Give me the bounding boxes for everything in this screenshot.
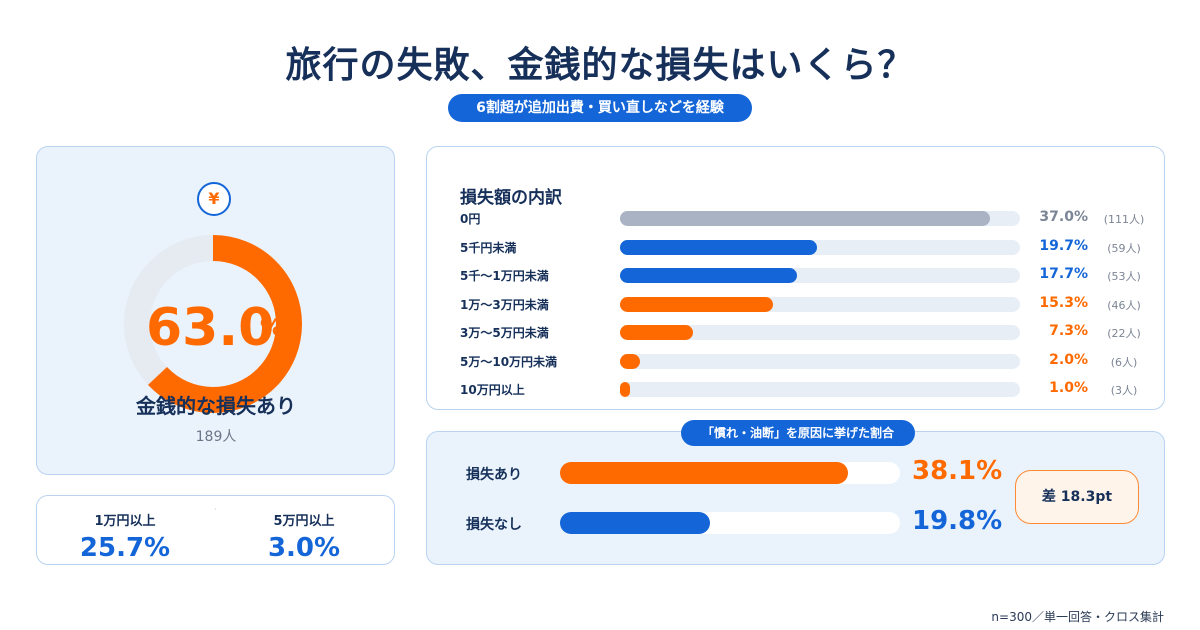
comparison-bar xyxy=(560,512,710,534)
breakdown-value-label: 37.0% xyxy=(1039,209,1088,225)
breakdown-bar xyxy=(620,325,693,340)
breakdown-row-label: 10万円以上 xyxy=(460,383,525,397)
breakdown-value-label: 15.3% xyxy=(1039,294,1088,311)
breakdown-row-label: 5千〜1万円未満 xyxy=(460,269,549,283)
breakdown-row-label: 3万〜5万円未満 xyxy=(460,326,549,340)
breakdown-bar-track xyxy=(620,325,1020,340)
breakdown-value-label: 17.7% xyxy=(1039,266,1088,282)
breakdown-bar xyxy=(620,296,773,312)
yen-icon: ¥ xyxy=(197,182,231,216)
breakdown-bar-track xyxy=(620,382,1020,397)
comparison-row-label: 損失なし xyxy=(466,517,522,533)
breakdown-value-label: 7.3% xyxy=(1049,323,1088,339)
stat-label: 1万円以上 xyxy=(94,514,156,529)
subtitle-badge: 6割超が追加出費・買い直しなどを経験 xyxy=(448,94,752,122)
comparison-bar xyxy=(560,462,848,484)
loss-percent-value: 63.0 xyxy=(146,298,275,358)
stat-label: 5万円以上 xyxy=(273,514,335,529)
comparison-row-label: 損失あり xyxy=(466,467,522,483)
breakdown-value-label: 2.0% xyxy=(1049,351,1088,368)
difference-badge: 差 18.3pt xyxy=(1015,470,1139,524)
comparison-title-badge: 「慣れ・油断」を原因に挙げた割合 xyxy=(681,420,915,446)
footnote: n=300／単一回答・クロス集計 xyxy=(991,610,1164,624)
comparison-value-label: 19.8% xyxy=(912,506,1003,536)
loss-label: 金銭的な損失あり xyxy=(136,394,296,418)
breakdown-bar xyxy=(620,268,797,283)
breakdown-count-label: (46人) xyxy=(1107,298,1141,312)
breakdown-count-label: (6人) xyxy=(1110,355,1138,369)
stat-value: 3.0% xyxy=(267,533,341,563)
threshold-stats-card xyxy=(36,495,395,565)
loss-donut-chart xyxy=(124,235,302,413)
comparison-value-label: 38.1% xyxy=(912,456,1003,486)
page-title: 旅行の失敗、金銭的な損失はいくら？ xyxy=(285,45,915,86)
breakdown-count-label: (22人) xyxy=(1107,327,1141,340)
breakdown-count-label: (59人) xyxy=(1107,241,1141,255)
breakdown-bar xyxy=(620,382,630,397)
breakdown-bar xyxy=(620,353,640,369)
stat-over-10k: 1万円以上 25.7% xyxy=(50,510,200,563)
breakdown-value-label: 1.0% xyxy=(1049,380,1088,396)
breakdown-row-label: 5万〜10万円未満 xyxy=(460,354,558,369)
breakdown-count-label: (3人) xyxy=(1110,384,1138,397)
breakdown-bar xyxy=(620,239,817,255)
breakdown-title: 損失額の内訳 xyxy=(460,188,562,208)
breakdown-bar-track xyxy=(620,353,1020,369)
loss-count: 189人 xyxy=(195,429,237,445)
stat-over-50k: 5万円以上 3.0% xyxy=(229,510,379,563)
breakdown-value-label: 19.7% xyxy=(1039,237,1088,254)
breakdown-row-label: 0円 xyxy=(460,212,481,226)
breakdown-row-label: 5千円未満 xyxy=(460,240,517,255)
breakdown-count-label: (111人) xyxy=(1103,213,1145,226)
donut-arc-loss xyxy=(124,235,302,413)
stat-value: 25.7% xyxy=(79,533,171,563)
stats-divider xyxy=(215,508,216,510)
loss-percent-unit: % xyxy=(260,316,283,341)
breakdown-count-label: (53人) xyxy=(1107,270,1141,283)
breakdown-row-label: 1万〜3万円未満 xyxy=(460,297,549,312)
breakdown-bar xyxy=(620,211,990,226)
